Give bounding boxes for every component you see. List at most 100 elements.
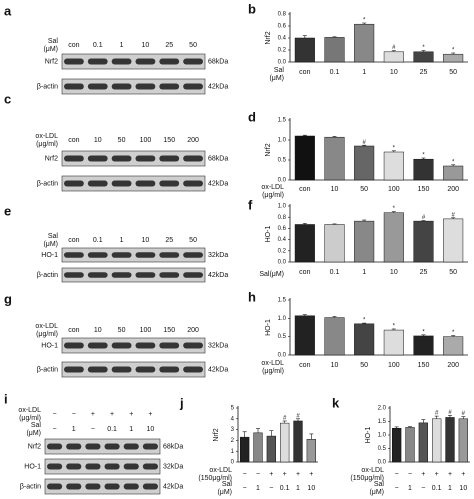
bar [445, 417, 455, 463]
x-tick-label: 100 [388, 186, 400, 193]
blot-strip [44, 438, 161, 455]
bar [383, 329, 404, 356]
significance-mark: * [452, 159, 455, 165]
band [183, 155, 203, 162]
significance-mark: * [363, 18, 366, 24]
x-tick-label: con [299, 269, 310, 276]
blot-header-label: Sal (μM) [43, 38, 58, 53]
band [159, 366, 180, 373]
x-tick-label: − [421, 485, 425, 492]
y-tick-label: 1.5 [278, 118, 287, 124]
bar [324, 224, 345, 263]
row-size: 42kDa [208, 180, 228, 187]
y-tick-label: 0.0 [278, 353, 287, 359]
x-tick-label: 10 [331, 186, 339, 193]
lane-label: con [68, 137, 79, 144]
bar [354, 323, 375, 356]
x-tick-label: − [256, 471, 260, 478]
lane-label: + [129, 411, 133, 418]
blot-strip [44, 458, 161, 475]
x-row-label: Sal (μM) [369, 481, 384, 496]
band [135, 252, 156, 258]
significance-mark: * [393, 324, 396, 330]
blot-header-label: Sal (μM) [26, 422, 41, 437]
lane-label: − [53, 411, 57, 418]
bar [354, 23, 375, 63]
lane-label: 0.1 [107, 426, 117, 433]
lane-label: 200 [187, 327, 199, 334]
band [111, 180, 132, 187]
row-size: 42kDa [163, 483, 183, 490]
row-size: 68kDa [208, 155, 228, 162]
y-tick-label: 0.5 [378, 446, 387, 452]
band [47, 443, 63, 450]
panel-letter: g [4, 291, 12, 306]
significance-mark: * [422, 329, 425, 335]
row-size: 42kDa [208, 366, 228, 373]
band [111, 83, 132, 90]
row-size: 42kDa [208, 272, 228, 279]
x-axis-title: ox-LDL (μg/ml) [261, 360, 284, 375]
y-tick-label: 0.2 [278, 48, 287, 54]
x-tick-label: 0.1 [280, 485, 290, 492]
bar [294, 224, 315, 263]
panel-letter: k [332, 395, 340, 410]
lane-label: 0.1 [93, 237, 103, 244]
y-tick-label: 0 [231, 460, 235, 466]
band [87, 180, 108, 187]
band [135, 58, 156, 65]
lane-label: con [68, 42, 79, 49]
bar [306, 439, 316, 463]
y-tick-label: 0.2 [278, 248, 287, 254]
band [159, 342, 180, 349]
y-axis-title: HO-1 [265, 226, 272, 243]
y-tick-label: 0.4 [278, 237, 287, 243]
significance-mark: * [422, 153, 425, 159]
x-tick-label: 1 [362, 269, 366, 276]
x-tick-label: 10 [307, 485, 315, 492]
band [64, 58, 84, 65]
bar [294, 37, 315, 63]
lane-label: 150 [163, 137, 175, 144]
panel-letter: j [179, 395, 184, 410]
significance-mark: * [452, 330, 455, 336]
x-tick-label: 1 [296, 485, 300, 492]
x-tick-label: 0.1 [330, 69, 340, 76]
y-tick-label: 0.0 [278, 60, 287, 66]
lane-label: 100 [140, 137, 152, 144]
band [183, 83, 203, 90]
band [135, 272, 156, 278]
significance-mark: # [462, 411, 466, 417]
band [87, 58, 108, 65]
x-tick-label: 200 [447, 362, 459, 369]
y-tick-label: 2 [231, 438, 235, 444]
band [183, 366, 203, 373]
x-tick-label: 1 [408, 485, 412, 492]
x-axis-title: Sal(μM) [269, 67, 284, 82]
lane-label: 50 [189, 42, 197, 49]
bar [294, 135, 315, 181]
y-tick-label: 0.5 [278, 158, 287, 164]
y-tick-label: 1.0 [278, 316, 287, 322]
band [135, 155, 156, 162]
panel-letter: e [4, 203, 11, 218]
y-tick-label: 0.6 [278, 226, 287, 232]
y-axis-title: Nrf2 [265, 31, 272, 44]
panel-letter: i [4, 391, 8, 406]
row-name: HO-1 [41, 342, 58, 349]
lane-label: 50 [189, 237, 197, 244]
bar [413, 220, 434, 263]
blot-header-label: ox-LDL (μg/ml) [18, 407, 41, 422]
bar [324, 136, 345, 181]
row-size: 42kDa [208, 83, 228, 90]
blot-strip [61, 361, 206, 378]
band [87, 83, 108, 90]
lane-label: 25 [165, 42, 173, 49]
band [111, 342, 132, 349]
band [64, 252, 84, 258]
bar [383, 51, 404, 63]
band [111, 252, 132, 258]
y-tick-label: 0.4 [278, 36, 287, 42]
lane-label: 1 [120, 42, 124, 49]
band [104, 443, 120, 450]
